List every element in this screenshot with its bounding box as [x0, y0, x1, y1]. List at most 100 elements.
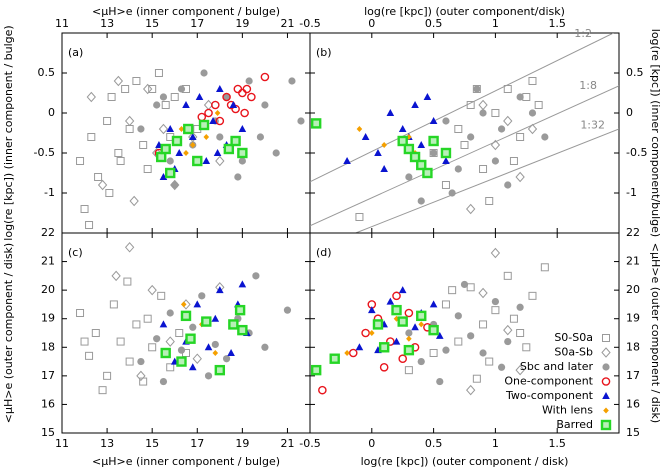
- point: [534, 101, 543, 109]
- x-tick-label: 13: [100, 437, 114, 450]
- point: [195, 93, 204, 100]
- point: [397, 316, 408, 327]
- x-axis-label: log(re [kpc]) (outer component/disk): [364, 5, 565, 18]
- panel-label: (a): [68, 46, 83, 59]
- x-tick-label: 0: [368, 17, 375, 30]
- y-tick-label: 18: [626, 340, 640, 353]
- legend-marker: [601, 377, 611, 386]
- reference-line: [310, 85, 619, 227]
- x-tick-label: 15: [145, 17, 159, 30]
- reference-line: [355, 128, 619, 233]
- point: [380, 165, 388, 172]
- point: [522, 93, 531, 101]
- reference-line-label: 1:32: [580, 118, 605, 131]
- point: [234, 173, 242, 181]
- point: [86, 91, 96, 103]
- point: [177, 346, 186, 354]
- x-tick-label: 21: [280, 437, 294, 450]
- point: [503, 115, 513, 127]
- y-tick-label: 17: [41, 369, 55, 382]
- point: [405, 173, 413, 181]
- point: [436, 377, 444, 386]
- point: [428, 135, 439, 147]
- point: [398, 286, 407, 294]
- point: [214, 364, 226, 376]
- point: [192, 155, 203, 167]
- point: [153, 335, 161, 343]
- y-tick-label: 22: [626, 226, 640, 239]
- point: [76, 157, 85, 165]
- point: [406, 335, 412, 342]
- x-tick-label: 1.5: [548, 17, 566, 30]
- point: [107, 93, 116, 101]
- point: [198, 292, 206, 300]
- point: [460, 141, 469, 149]
- point: [429, 300, 438, 308]
- legend-label: One-component: [504, 375, 593, 388]
- point: [283, 306, 292, 314]
- point: [94, 173, 103, 181]
- y-tick-label: 0.5: [38, 66, 56, 79]
- point: [515, 171, 525, 183]
- point: [188, 363, 197, 371]
- point: [166, 125, 175, 132]
- point: [392, 291, 401, 301]
- point: [185, 333, 196, 344]
- point: [111, 270, 121, 282]
- point: [318, 385, 327, 395]
- point: [212, 350, 219, 356]
- point: [105, 189, 114, 197]
- point: [180, 301, 187, 308]
- point: [203, 134, 210, 140]
- point: [193, 300, 202, 308]
- point: [109, 300, 118, 309]
- point: [161, 101, 170, 109]
- point: [238, 157, 246, 165]
- y-tick-label: 15: [41, 426, 55, 439]
- point: [204, 108, 213, 118]
- point: [404, 366, 413, 375]
- x-tick-label: 21: [280, 17, 294, 30]
- point: [409, 151, 421, 163]
- point: [430, 149, 438, 157]
- point: [440, 147, 452, 159]
- x-tick-label: 0: [368, 437, 375, 450]
- point: [247, 92, 256, 102]
- point: [417, 357, 425, 366]
- point: [466, 203, 476, 215]
- legend-label: Barred: [556, 418, 593, 431]
- legend-label: S0a-Sb: [554, 346, 593, 359]
- point: [183, 123, 194, 135]
- point: [441, 300, 450, 309]
- x-tick-label: 17: [190, 17, 204, 30]
- point: [423, 93, 432, 100]
- point: [485, 197, 494, 205]
- point: [175, 329, 184, 337]
- point: [540, 263, 549, 272]
- point: [516, 93, 524, 101]
- point: [132, 77, 141, 85]
- point: [237, 324, 248, 336]
- point: [490, 247, 501, 259]
- point: [87, 133, 96, 141]
- point: [178, 126, 185, 132]
- point: [143, 83, 153, 95]
- point: [344, 350, 350, 356]
- point: [485, 357, 494, 366]
- point: [422, 167, 433, 179]
- point: [404, 308, 414, 318]
- point: [136, 370, 146, 382]
- point: [166, 363, 175, 372]
- legend-marker: [601, 347, 611, 358]
- point: [216, 133, 224, 141]
- point: [143, 165, 152, 173]
- point: [516, 303, 524, 311]
- point: [153, 101, 161, 109]
- point: [479, 320, 488, 329]
- point: [238, 280, 247, 288]
- reference-line: [310, 33, 614, 183]
- point: [374, 149, 382, 156]
- y-tick-label: 0: [48, 106, 55, 119]
- point: [139, 377, 148, 386]
- point: [454, 165, 462, 173]
